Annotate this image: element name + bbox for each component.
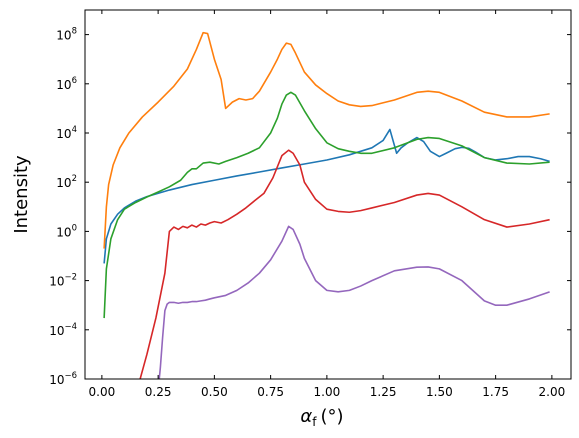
- y-tick-label-6: 106: [56, 76, 77, 92]
- series-line-2: [103, 31, 550, 249]
- x-axis-label-symbol: α: [300, 406, 312, 427]
- y-tick-label-3: 100: [56, 223, 77, 239]
- x-tick-label-5: 1.25: [370, 385, 397, 399]
- series-line-5: [158, 225, 550, 379]
- x-tick-label-6: 1.50: [426, 385, 453, 399]
- series-layer: [103, 31, 550, 379]
- x-axis-label-unit: (°): [321, 406, 344, 427]
- x-tick-label-3: 0.75: [257, 385, 284, 399]
- x-axis-label-subscript: f: [312, 415, 317, 429]
- x-axis-label: αf (°): [300, 406, 343, 429]
- ticks-layer: 0.00 0.25 0.50 0.75 1.00 1.25 1.50 1.75 2.00 10−6…: [49, 10, 571, 399]
- y-axis-label: Intensity: [11, 155, 32, 234]
- x-tick-label-1: 0.25: [145, 385, 172, 399]
- y-tick-label-2: 10−2: [49, 273, 77, 289]
- series-line-3: [103, 91, 550, 319]
- y-tick-label-7: 108: [56, 27, 77, 43]
- x-tick-label-4: 1.00: [314, 385, 341, 399]
- x-tick-label-7: 1.75: [482, 385, 509, 399]
- plot-frame: [84, 9, 572, 380]
- series-line-4: [139, 149, 550, 379]
- y-tick-label-4: 102: [56, 174, 77, 190]
- y-tick-label-1: 10−4: [49, 322, 77, 338]
- y-tick-label-5: 104: [56, 125, 77, 141]
- plot-area: [85, 10, 571, 379]
- x-tick-label-0: 0.00: [89, 385, 116, 399]
- x-tick-label-2: 0.50: [201, 385, 228, 399]
- x-tick-label-8: 2.00: [539, 385, 566, 399]
- y-tick-label-0: 10−6: [49, 371, 77, 387]
